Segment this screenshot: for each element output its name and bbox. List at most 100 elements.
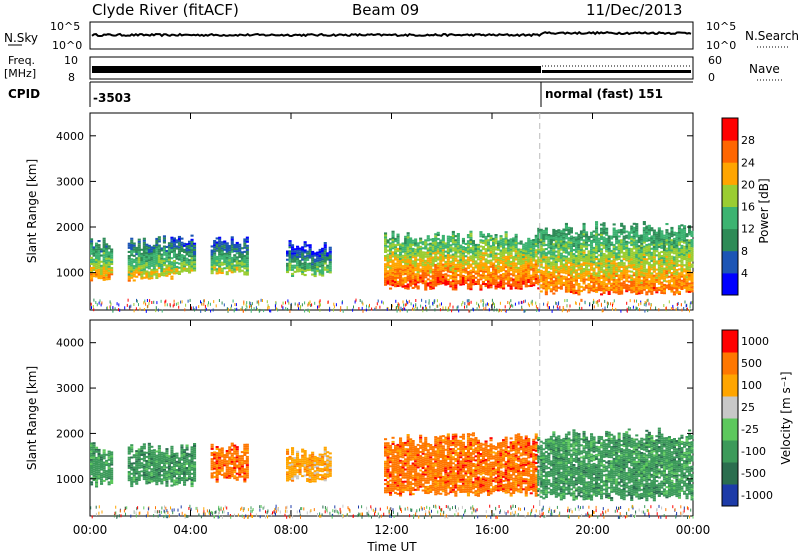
cell [562,309,563,312]
cell [462,238,465,240]
cell [690,301,691,304]
cell [468,302,469,305]
cell [482,246,485,248]
cell [246,247,249,249]
cell [605,307,606,310]
cell [481,300,482,303]
cell [663,304,664,307]
cell [487,268,490,270]
cell [242,306,243,309]
cell [468,299,469,302]
scatter-blob [90,442,113,487]
cell [607,302,608,305]
cell [590,244,593,246]
cell [193,249,196,251]
cell [665,223,668,225]
cell [329,251,332,253]
cell [289,240,292,242]
cell [598,246,601,248]
cell [246,263,249,265]
cell [569,309,570,312]
cell [194,309,195,312]
cell [612,308,613,311]
cell [583,282,586,284]
y-tick-label: 3000 [56,175,84,188]
cell [552,310,553,313]
cell [298,305,299,308]
cell [505,305,506,308]
cell [482,281,485,283]
cell [509,308,510,311]
cell [226,242,229,244]
cell [678,293,681,295]
cell [387,308,388,311]
cell [110,476,113,478]
cell [494,309,495,312]
cell [691,233,694,235]
cell [112,309,113,312]
cell [110,460,113,462]
cell [505,235,508,237]
cell [403,307,404,310]
cell [251,308,252,311]
cell [608,281,611,283]
cell [193,267,196,269]
cell [424,280,427,282]
cell [233,300,234,303]
cell [193,255,196,257]
cell [138,251,141,253]
cell [570,227,573,229]
cell [143,238,146,240]
cell [512,305,513,308]
cell [193,265,196,267]
nsearch-tick-bottom: 10^0 [706,39,736,52]
cell [572,267,575,269]
nsearch-tick-top: 10^5 [706,20,736,33]
cell [452,237,455,239]
cell [210,303,211,306]
cell [660,232,663,234]
cell [605,230,608,232]
cell [288,302,289,305]
freq-bar-left [92,66,541,73]
cell [403,300,404,303]
cell [143,443,146,445]
cell [691,282,694,284]
colorbar-tick-label: 16 [741,201,755,214]
cell [91,306,92,309]
cell [469,237,472,239]
cell [420,305,421,308]
cell [287,299,288,302]
cell [479,231,482,233]
nave-tick-top: 60 [708,54,722,67]
cell [362,301,363,304]
cell [607,305,608,308]
cell [536,305,537,308]
cell [93,444,96,446]
cell [414,308,415,311]
cell [576,302,577,305]
cell [310,304,311,307]
cell [170,448,173,450]
cell [403,304,404,307]
cell [108,245,111,247]
cell [246,301,247,304]
cell [549,306,550,309]
cell [164,301,165,304]
colorbar-tick-label: 24 [741,156,755,169]
cell [233,254,236,256]
cell [180,301,181,304]
cell [527,273,530,275]
cell [424,245,427,247]
cell [653,285,656,287]
cell [487,302,488,305]
cell [130,305,131,308]
cell [267,300,268,303]
cell [230,307,231,310]
cell [135,276,138,278]
cell [110,480,113,482]
cell [309,248,312,250]
cell [608,293,611,295]
cell [515,303,516,306]
cell [130,485,133,487]
